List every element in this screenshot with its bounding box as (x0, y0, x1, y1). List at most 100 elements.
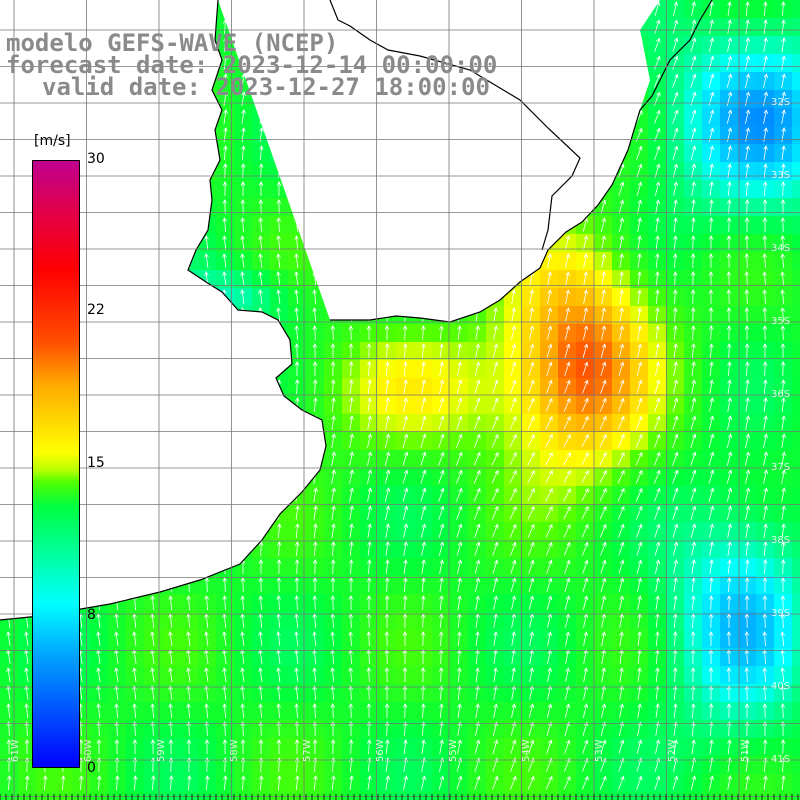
lat-label: 32S (771, 97, 791, 108)
wind-arrow (582, 595, 589, 610)
wind-arrow (600, 559, 607, 574)
wind-arrow (349, 523, 354, 538)
wind-arrow (655, 343, 660, 358)
wind-arrow (762, 181, 768, 197)
wind-arrow (186, 685, 191, 700)
wind-arrow (745, 523, 750, 538)
wind-arrow (294, 559, 300, 575)
field-cell (36, 792, 54, 800)
wind-arrow (222, 595, 227, 611)
field-cell (792, 558, 800, 576)
wind-arrow (564, 595, 571, 610)
field-cell (720, 792, 738, 800)
wind-arrow (402, 415, 409, 430)
wind-arrow (511, 307, 516, 322)
wind-arrow (563, 505, 571, 520)
wind-arrow (727, 37, 733, 52)
wind-arrow (690, 397, 697, 412)
wind-arrow (582, 379, 589, 394)
field-cell (324, 792, 342, 800)
wind-arrow (421, 559, 426, 574)
wind-arrow (366, 577, 372, 593)
field-cell (792, 270, 800, 288)
wind-arrow (473, 469, 481, 484)
lat-label: 41S (771, 754, 791, 765)
wind-arrow (420, 685, 426, 701)
wind-arrow (726, 325, 732, 341)
wind-arrow (528, 721, 535, 736)
wind-arrow (511, 703, 517, 718)
wind-arrow (366, 343, 372, 359)
wind-arrow (727, 181, 732, 197)
wind-arrow (673, 559, 678, 574)
wind-arrow (781, 469, 786, 484)
field-cell (18, 792, 36, 800)
wind-arrow (762, 685, 768, 701)
wind-arrow (294, 721, 300, 737)
wind-arrow (690, 145, 697, 160)
wind-arrow (420, 487, 427, 502)
wind-arrow (763, 91, 769, 106)
field-cell (144, 792, 162, 800)
wind-arrow (763, 19, 768, 34)
wind-arrow (403, 721, 408, 737)
wind-arrow (204, 721, 210, 737)
wind-arrow (654, 775, 661, 790)
field-cell (792, 792, 800, 800)
wind-arrow (726, 109, 733, 124)
wind-arrow (763, 775, 768, 790)
wind-arrow (781, 397, 786, 412)
wind-arrow (439, 559, 444, 574)
field-cell (558, 792, 576, 800)
wind-arrow (349, 775, 354, 790)
wind-arrow (781, 109, 786, 124)
wind-arrow (385, 361, 390, 377)
wind-arrow (331, 379, 336, 395)
wind-arrow (312, 631, 317, 647)
wind-arrow (367, 505, 372, 520)
wind-arrow (240, 577, 246, 593)
wind-arrow (582, 361, 589, 376)
wind-arrow (655, 289, 660, 305)
wind-arrow (599, 452, 607, 466)
wind-arrow (457, 325, 462, 340)
wind-arrow (367, 487, 373, 502)
wind-arrow (403, 343, 408, 359)
wind-arrow (222, 703, 227, 719)
wind-arrow (565, 271, 570, 286)
wind-arrow (223, 37, 228, 53)
wind-arrow (726, 253, 732, 269)
wind-arrow (619, 667, 624, 682)
wind-arrow (420, 631, 426, 647)
wind-arrow (690, 271, 696, 287)
wind-arrow (637, 343, 642, 358)
wind-arrow (349, 541, 354, 557)
wind-arrow (744, 469, 751, 484)
wind-arrow (276, 199, 282, 215)
wind-arrow (114, 685, 119, 700)
wind-arrow (385, 541, 390, 556)
wind-arrow (762, 703, 768, 719)
wind-arrow (420, 523, 427, 538)
wind-arrow (150, 667, 155, 682)
wind-arrow (709, 199, 714, 215)
wind-arrow (617, 487, 625, 502)
wind-arrow (439, 721, 444, 736)
wind-arrow (473, 487, 481, 502)
colorbar (32, 160, 80, 768)
wind-arrow (545, 434, 553, 448)
wind-arrow (420, 325, 426, 341)
wind-arrow (654, 541, 661, 556)
field-cell (270, 792, 288, 800)
wind-arrow (313, 505, 318, 520)
wind-arrow (331, 469, 336, 484)
wind-arrow (654, 397, 661, 412)
field-cell (792, 162, 800, 180)
wind-arrow (312, 289, 317, 305)
lon-label: 59W (156, 739, 167, 762)
wind-arrow (726, 433, 733, 448)
wind-arrow (582, 577, 589, 592)
wind-arrow (618, 523, 625, 538)
wind-arrow (563, 415, 571, 430)
